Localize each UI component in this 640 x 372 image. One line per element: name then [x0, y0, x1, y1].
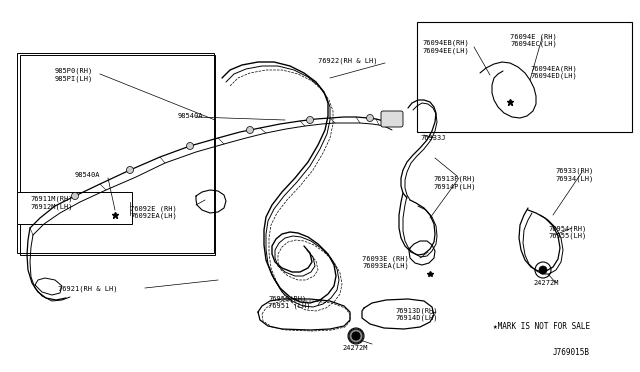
Bar — [417, 22, 632, 132]
Text: 24272M: 24272M — [533, 280, 559, 286]
Text: 76911M(RH)
76912M(LH): 76911M(RH) 76912M(LH) — [30, 196, 72, 210]
Text: ★MARK IS NOT FOR SALE: ★MARK IS NOT FOR SALE — [493, 322, 590, 331]
Text: 76094EA(RH)
76094ED(LH): 76094EA(RH) 76094ED(LH) — [530, 65, 577, 79]
Bar — [20, 55, 215, 255]
Circle shape — [352, 332, 360, 340]
Text: 76094E (RH)
76094EC(LH): 76094E (RH) 76094EC(LH) — [510, 33, 557, 47]
Text: 24272M: 24272M — [342, 345, 367, 351]
Text: 76933J: 76933J — [420, 135, 445, 141]
Bar — [17, 192, 132, 224]
Text: 76913P(RH)
76914P(LH): 76913P(RH) 76914P(LH) — [433, 176, 476, 190]
Circle shape — [367, 115, 374, 122]
Text: 76933(RH)
76934(LH): 76933(RH) 76934(LH) — [555, 168, 593, 182]
FancyBboxPatch shape — [381, 111, 403, 127]
Text: 76094EB(RH)
76094EE(LH): 76094EB(RH) 76094EE(LH) — [422, 40, 468, 54]
Text: 76922(RH & LH): 76922(RH & LH) — [318, 58, 378, 64]
Text: 76950(RH)
76951 (LH): 76950(RH) 76951 (LH) — [268, 295, 310, 309]
Circle shape — [186, 142, 193, 150]
Circle shape — [72, 192, 79, 199]
Text: 76954(RH)
76955(LH): 76954(RH) 76955(LH) — [548, 225, 586, 239]
Text: 76921(RH & LH): 76921(RH & LH) — [58, 285, 118, 292]
Text: 985P0(RH)
985PI(LH): 985P0(RH) 985PI(LH) — [55, 68, 93, 82]
Circle shape — [127, 167, 134, 173]
Circle shape — [539, 266, 547, 274]
Text: 98540A: 98540A — [75, 172, 100, 178]
Circle shape — [246, 126, 253, 134]
Text: 76913D(RH)
76914D(LH): 76913D(RH) 76914D(LH) — [395, 307, 438, 321]
Circle shape — [349, 329, 363, 343]
Text: 76093E (RH)
76093EA(LH): 76093E (RH) 76093EA(LH) — [362, 255, 409, 269]
Text: 76092E (RH)
76092EA(LH): 76092E (RH) 76092EA(LH) — [130, 205, 177, 219]
Text: 98540A: 98540A — [178, 113, 204, 119]
Circle shape — [307, 116, 314, 124]
Bar — [17, 53, 214, 253]
Circle shape — [352, 332, 360, 340]
Text: J769015B: J769015B — [553, 348, 590, 357]
